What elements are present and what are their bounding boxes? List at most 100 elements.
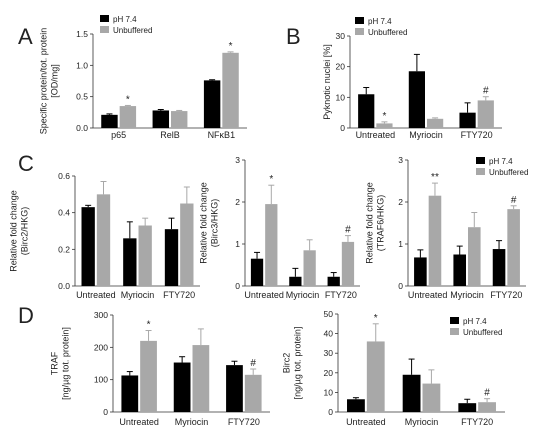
chart-panel-c2: 0 1 2 3 Relative fold change (Birc3/HKG) * Untr…	[199, 155, 360, 300]
bar	[171, 111, 188, 128]
bar	[244, 374, 262, 412]
y-tick-label: 1	[398, 239, 403, 249]
bar	[226, 365, 243, 412]
significance-marker: #	[250, 358, 256, 369]
bar	[121, 375, 139, 412]
panel-letter: A	[18, 24, 33, 49]
bar	[265, 204, 278, 286]
y-axis-title: [OD/mg]	[50, 64, 60, 98]
legend-label: pH 7.4	[463, 317, 487, 326]
category-label: Untreated	[346, 417, 386, 427]
bar	[250, 258, 264, 286]
bar	[164, 229, 179, 286]
y-tick-label: 1	[235, 239, 240, 249]
y-axis-title: Specific protein/tot. protein	[39, 28, 49, 135]
chart-panel-c1: C 0.0 0.2 0.4 0.6 Relative fold change (Birc2/…	[9, 151, 200, 300]
bar	[428, 195, 442, 286]
legend-swatch	[476, 168, 485, 175]
y-axis-title: [ng/µg tot. protein]	[61, 327, 71, 400]
bar	[138, 225, 152, 286]
bar	[458, 403, 477, 412]
y-tick-label: 20	[336, 62, 346, 72]
y-tick-label: 20	[324, 368, 334, 378]
bar	[173, 362, 191, 412]
bar	[101, 114, 118, 128]
chart-panel-d1: D 0 100 200 300 TRAF [ng/µg tot. protein] * Untr…	[18, 303, 270, 427]
category-label: p65	[111, 130, 126, 140]
panel-letter: C	[18, 151, 34, 176]
y-tick-label: 0.4	[58, 208, 70, 218]
y-tick-label: 200	[94, 342, 108, 352]
chart-panel-b: B 0 10 20 30 Pyknotic nuclei [%] * Untreated Myr…	[286, 17, 502, 140]
category-label: RelB	[160, 130, 180, 140]
y-tick-label: 0	[398, 281, 403, 291]
bar	[414, 257, 427, 286]
category-label: Untreated	[76, 290, 116, 300]
bar	[478, 402, 496, 412]
bar	[468, 227, 481, 286]
significance-marker: *	[126, 94, 130, 105]
y-axis-title: [ng/µg tot. protein]	[293, 327, 303, 400]
bar	[123, 238, 137, 286]
category-label: FTY720	[461, 130, 493, 140]
legend-label: Unbuffered	[113, 26, 152, 35]
y-axis-title: (TRAF6/HKG)	[376, 195, 386, 252]
chart-panel-d2: 0 10 20 30 40 50 Birc2 [ng/µg tot. protein] * Unt…	[282, 309, 505, 427]
category-label: Myriocin	[450, 290, 484, 300]
category-label: Myriocin	[405, 417, 439, 427]
legend-swatch	[100, 26, 109, 33]
y-axis-title: Birc2	[282, 353, 292, 374]
y-axis-title: (Birc3/HKG)	[210, 199, 220, 248]
legend-label: Unbuffered	[463, 328, 502, 337]
category-label: Untreated	[119, 417, 159, 427]
bar	[341, 241, 355, 286]
y-axis-title: Relative fold change	[199, 182, 209, 264]
bar	[327, 276, 340, 286]
category-label: Untreated	[244, 290, 284, 300]
bar	[408, 71, 425, 128]
y-tick-label: 0	[340, 123, 345, 133]
bar	[427, 118, 444, 128]
bar	[402, 374, 421, 412]
legend-swatch	[100, 15, 109, 22]
bar	[347, 399, 365, 412]
bar	[358, 94, 375, 128]
y-axis-title: (Birc2/HKG)	[20, 207, 30, 256]
panel-letter: D	[18, 303, 34, 328]
category-label: FTY720	[490, 290, 522, 300]
y-tick-label: 0.0	[58, 281, 70, 291]
category-label: FTY720	[163, 290, 195, 300]
category-label: FTY720	[325, 290, 357, 300]
bar	[376, 123, 393, 128]
bar	[222, 52, 239, 128]
y-tick-label: 300	[94, 310, 108, 320]
bar	[422, 383, 441, 412]
chart-panel-a: A 0.0 0.5 1.0 1.5 Specific protein/tot. prote…	[18, 15, 247, 140]
category-label: Myriocin	[409, 130, 443, 140]
y-tick-label: 30	[336, 31, 346, 41]
bar	[507, 209, 520, 286]
bar	[119, 106, 137, 128]
y-tick-label: 3	[235, 155, 240, 165]
legend-label: Unbuffered	[489, 168, 528, 177]
y-tick-label: 0	[328, 407, 333, 417]
y-tick-label: 3	[398, 155, 403, 165]
significance-marker: *	[374, 313, 378, 324]
bar	[140, 340, 157, 412]
y-axis-title: Relative fold change	[9, 190, 19, 272]
bar	[492, 249, 506, 286]
legend-swatch	[450, 328, 459, 335]
y-tick-label: 0.0	[76, 123, 88, 133]
y-tick-label: 10	[324, 387, 334, 397]
bar	[192, 345, 210, 412]
bar	[81, 207, 95, 286]
bar	[152, 110, 169, 128]
significance-marker: *	[382, 111, 386, 122]
y-tick-label: 100	[94, 375, 108, 385]
y-tick-label: 2	[235, 197, 240, 207]
bar	[477, 100, 494, 128]
y-tick-label: 50	[324, 309, 334, 319]
chart-panel-c3: 0 1 2 3 Relative fold change (TRAF6/HKG) ** Unt…	[365, 155, 529, 300]
significance-marker: *	[147, 320, 151, 331]
